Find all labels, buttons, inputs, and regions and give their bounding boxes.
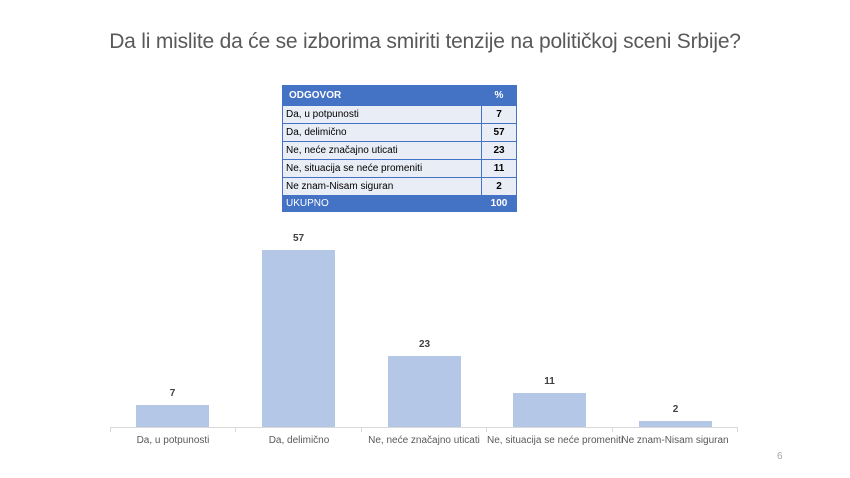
category-label: Ne, situacija se neće promeniti bbox=[487, 435, 624, 446]
header-answer: ODGOVOR bbox=[282, 85, 482, 106]
bar bbox=[136, 405, 209, 427]
category-label: Ne znam-Nisam siguran bbox=[621, 435, 729, 446]
bar bbox=[262, 250, 335, 427]
table-row: Ne, situacija se neće promeniti 11 bbox=[282, 159, 517, 178]
axis-tick bbox=[737, 427, 738, 432]
category-label: Da, u potpunosti bbox=[136, 435, 210, 446]
bar-value-label: 57 bbox=[292, 233, 305, 244]
bar bbox=[513, 393, 586, 427]
row-percent: 57 bbox=[481, 123, 517, 142]
table-footer-row: UKUPNO 100 bbox=[282, 195, 517, 212]
bar bbox=[388, 356, 461, 427]
bar-value-label: 2 bbox=[672, 404, 679, 415]
bar-chart: 7 Da, u potpunosti 57 Da, delimično 23 Ne, ne… bbox=[110, 225, 738, 455]
bar-value-label: 11 bbox=[544, 376, 555, 387]
footer-answer: UKUPNO bbox=[282, 195, 482, 212]
bar-value-label: 23 bbox=[418, 339, 431, 350]
category-label: Da, delimično bbox=[268, 435, 330, 446]
table-row: Da, u potpunosti 7 bbox=[282, 105, 517, 124]
row-answer: Ne znam-Nisam siguran bbox=[282, 177, 482, 196]
row-percent: 7 bbox=[481, 105, 517, 124]
row-answer: Ne, situacija se neće promeniti bbox=[282, 159, 482, 178]
row-answer: Da, u potpunosti bbox=[282, 105, 482, 124]
axis-tick bbox=[235, 427, 236, 432]
axis-tick bbox=[110, 427, 111, 432]
axis-tick bbox=[612, 427, 613, 432]
page-number: 6 bbox=[777, 451, 783, 462]
row-percent: 2 bbox=[481, 177, 517, 196]
axis-tick bbox=[361, 427, 362, 432]
slide-title: Da li mislite da će se izborima smiriti … bbox=[109, 30, 741, 53]
bar-value-label: 7 bbox=[169, 388, 176, 399]
row-answer: Ne, neće značajno uticati bbox=[282, 141, 482, 160]
row-percent: 11 bbox=[481, 159, 517, 178]
axis-tick bbox=[486, 427, 487, 432]
row-answer: Da, delimično bbox=[282, 123, 482, 142]
x-axis-line bbox=[110, 427, 738, 428]
header-percent: % bbox=[481, 85, 517, 106]
category-label: Ne, neće značajno uticati bbox=[368, 435, 480, 446]
table-row: Ne, neće značajno uticati 23 bbox=[282, 141, 517, 160]
footer-percent: 100 bbox=[481, 195, 517, 212]
bar bbox=[639, 421, 712, 427]
results-table: ODGOVOR % Da, u potpunosti 7 Da, delimič… bbox=[282, 85, 517, 212]
table-header-row: ODGOVOR % bbox=[282, 85, 517, 106]
row-percent: 23 bbox=[481, 141, 517, 160]
table-row: Da, delimično 57 bbox=[282, 123, 517, 142]
table-row: Ne znam-Nisam siguran 2 bbox=[282, 177, 517, 196]
